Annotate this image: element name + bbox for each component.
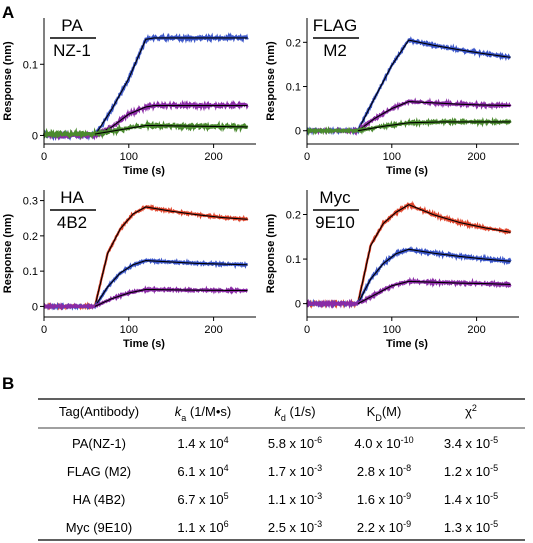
series-1-trace bbox=[306, 245, 512, 309]
x-tick-label: 100 bbox=[383, 324, 401, 336]
tag-label: FLAG bbox=[313, 16, 357, 35]
y-tick-label: 0.1 bbox=[286, 82, 301, 94]
x-axis-title: Time (s) bbox=[386, 165, 428, 177]
plot-3: 0 100 200 0 0.1 0.2 Time (s) Response (nm) Myc 9E… bbox=[265, 188, 519, 350]
series-0-fit-line bbox=[94, 206, 248, 307]
table-header-cell: Tag(Antibody) bbox=[59, 404, 139, 419]
series-2-fit-line bbox=[357, 121, 511, 132]
table-cell: 1.3 x 10-5 bbox=[444, 519, 498, 535]
table-header-cell: χ2 bbox=[465, 403, 477, 419]
y-tick-label: 0.1 bbox=[23, 266, 38, 278]
x-tick-label: 200 bbox=[204, 151, 222, 163]
x-tick-label: 200 bbox=[204, 324, 222, 336]
series-1-fit-line bbox=[357, 248, 511, 304]
table-cell: 1.7 x 10-3 bbox=[268, 463, 322, 479]
plot-0: 0 100 200 0 0.1 Time (s) Response (nm) PA NZ-1 bbox=[2, 16, 256, 177]
tag-label: PA bbox=[61, 16, 83, 35]
table-row-tag: FLAG (M2) bbox=[67, 464, 131, 479]
panel-a-letter: A bbox=[2, 3, 14, 22]
x-axis-title: Time (s) bbox=[123, 338, 165, 350]
series-0-fit-line bbox=[357, 39, 511, 131]
table-row-tag: Myc (9E10) bbox=[66, 520, 132, 535]
table-cell: 2.5 x 10-3 bbox=[268, 519, 322, 535]
table-cell: 1.4 x 104 bbox=[177, 435, 228, 451]
y-tick-label: 0.2 bbox=[23, 231, 38, 243]
series-0-fit-line bbox=[94, 37, 248, 136]
tag-label: Myc bbox=[319, 188, 351, 207]
series-1-trace bbox=[43, 257, 249, 311]
table-cell: 1.4 x 10-5 bbox=[444, 491, 498, 507]
antibody-label: 4B2 bbox=[57, 213, 87, 232]
table-cell: 3.4 x 10-5 bbox=[444, 435, 498, 451]
table-cell: 1.6 x 10-9 bbox=[357, 491, 411, 507]
x-tick-label: 200 bbox=[467, 151, 485, 163]
antibody-label: NZ-1 bbox=[53, 41, 91, 60]
x-tick-label: 0 bbox=[304, 151, 310, 163]
table-cell: 6.1 x 104 bbox=[177, 463, 228, 479]
series-2-trace bbox=[305, 276, 512, 310]
table-cell: 1.1 x 10-3 bbox=[268, 491, 322, 507]
y-tick-label: 0.1 bbox=[23, 59, 38, 71]
y-tick-label: 0.1 bbox=[286, 254, 301, 266]
table-cell: 2.8 x 10-8 bbox=[357, 463, 411, 479]
x-axis-title: Time (s) bbox=[386, 338, 428, 350]
y-tick-label: 0 bbox=[32, 301, 38, 313]
antibody-label: M2 bbox=[323, 41, 347, 60]
table-cell: 6.7 x 105 bbox=[177, 491, 228, 507]
table-cell: 5.8 x 10-6 bbox=[268, 435, 322, 451]
table-row-tag: HA (4B2) bbox=[73, 492, 126, 507]
series-2-fit-line bbox=[357, 280, 511, 305]
series-2-trace bbox=[43, 285, 248, 311]
kinetics-table: Tag(Antibody) ka (1/M•s) kd (1/s) KD(M) χ2 PA… bbox=[38, 398, 525, 541]
y-tick-label: 0.2 bbox=[286, 210, 301, 222]
tag-label: HA bbox=[60, 188, 84, 207]
x-tick-label: 100 bbox=[120, 151, 138, 163]
table-header-cell: kd (1/s) bbox=[274, 404, 315, 423]
y-axis-title: Response (nm) bbox=[2, 213, 14, 293]
antibody-label: 9E10 bbox=[315, 213, 355, 232]
y-tick-label: 0.2 bbox=[286, 37, 301, 49]
kinetics-plots: 0 100 200 0 0.1 Time (s) Response (nm) PA NZ-1 0 1… bbox=[2, 16, 519, 350]
table-header-cell: ka (1/M•s) bbox=[175, 404, 232, 423]
table-cell: 4.0 x 10-10 bbox=[354, 435, 413, 451]
y-tick-label: 0 bbox=[295, 299, 301, 311]
plot-2: 0 100 200 0 0.1 0.2 0.3 Time (s) Response (nm) HA… bbox=[2, 188, 256, 350]
x-tick-label: 0 bbox=[304, 324, 310, 336]
y-axis-title: Response (nm) bbox=[265, 41, 277, 121]
x-tick-label: 0 bbox=[41, 151, 47, 163]
x-tick-label: 100 bbox=[120, 324, 138, 336]
plot-1: 0 100 200 0 0.1 0.2 Time (s) Response (nm) FLAG M… bbox=[265, 16, 519, 177]
series-1-fit-line bbox=[357, 101, 511, 132]
x-tick-label: 100 bbox=[383, 151, 401, 163]
y-axis-title: Response (nm) bbox=[265, 213, 277, 293]
y-tick-label: 0 bbox=[32, 130, 38, 142]
table-cell: 1.2 x 10-5 bbox=[444, 463, 498, 479]
table-header-cell: KD(M) bbox=[367, 404, 402, 423]
x-tick-label: 200 bbox=[467, 324, 485, 336]
panel-b-letter: B bbox=[2, 374, 14, 393]
table-row-tag: PA(NZ-1) bbox=[72, 436, 126, 451]
series-0-fit-line bbox=[357, 204, 511, 304]
series-1-fit-line bbox=[94, 260, 248, 307]
x-axis-title: Time (s) bbox=[123, 165, 165, 177]
table-cell: 1.1 x 106 bbox=[177, 519, 228, 535]
x-tick-label: 0 bbox=[41, 324, 47, 336]
table-cell: 2.2 x 10-9 bbox=[357, 519, 411, 535]
y-tick-label: 0.3 bbox=[23, 196, 38, 208]
series-2-fit-line bbox=[94, 124, 248, 135]
series-2-fit-line bbox=[94, 288, 248, 307]
y-axis-title: Response (nm) bbox=[2, 41, 14, 121]
series-1-fit-line bbox=[94, 105, 248, 136]
y-tick-label: 0 bbox=[295, 126, 301, 138]
